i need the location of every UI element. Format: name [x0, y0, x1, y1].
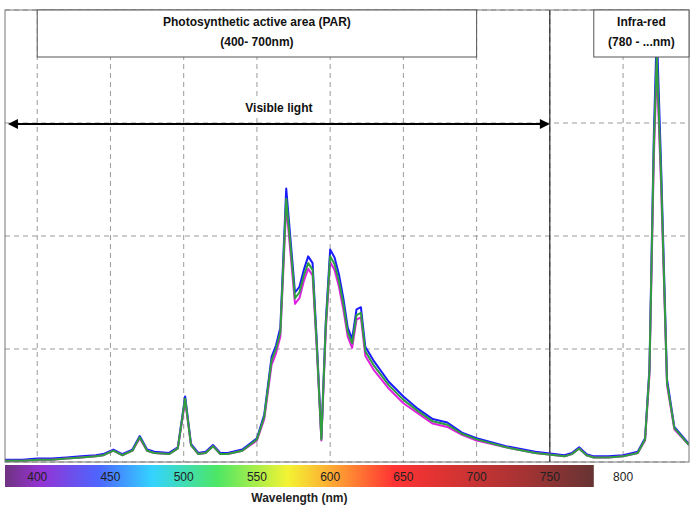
- visible-arrow: [14, 123, 544, 125]
- x-grid-line: [110, 10, 111, 462]
- x-grid-line: [183, 10, 184, 462]
- spectrum-strip: [5, 465, 594, 487]
- x-tick-label: 650: [393, 470, 413, 484]
- visible-boundary: [549, 10, 550, 462]
- x-tick-label: 500: [174, 470, 194, 484]
- arrow-head: [540, 119, 550, 129]
- y-grid-line: [5, 123, 689, 124]
- chart: Photosynthetic active area (PAR) (400- 70…: [0, 0, 690, 512]
- x-axis-title: Wavelength (nm): [251, 491, 347, 505]
- spectrum-line: [5, 67, 689, 461]
- x-tick-label: 450: [100, 470, 120, 484]
- y-grid-line: [5, 236, 689, 237]
- x-grid-line: [549, 10, 550, 462]
- x-grid-line: [623, 10, 624, 462]
- plot-frame: [5, 10, 689, 462]
- x-tick-label: 750: [540, 470, 560, 484]
- annotation-subtitle: (400- 700nm): [220, 35, 293, 49]
- x-tick-label: 600: [320, 470, 340, 484]
- x-tick-label: 550: [247, 470, 267, 484]
- annotation-frame: [37, 10, 476, 57]
- x-tick-label: 400: [27, 470, 47, 484]
- x-tick-label: 700: [467, 470, 487, 484]
- annotation-subtitle: (780 - ...nm): [608, 35, 675, 49]
- annotation-frame: [594, 10, 689, 57]
- visible-label: Visible light: [245, 101, 312, 115]
- y-grid-line: [5, 349, 689, 350]
- series-group: [5, 30, 689, 461]
- spectrum-line: [5, 30, 689, 459]
- grid: [5, 10, 689, 462]
- arrow-head: [8, 119, 18, 129]
- annotation-title: Photosynthetic active area (PAR): [163, 15, 351, 29]
- label-patch: [242, 100, 315, 116]
- x-tick-label: 800: [613, 470, 633, 484]
- spectrum-line: [5, 55, 689, 461]
- annotation-title: Infra-red: [617, 15, 666, 29]
- annotation-box: Infra-red (780 - ...nm): [594, 10, 689, 57]
- annotation-box: Photosynthetic active area (PAR) (400- 70…: [37, 10, 476, 57]
